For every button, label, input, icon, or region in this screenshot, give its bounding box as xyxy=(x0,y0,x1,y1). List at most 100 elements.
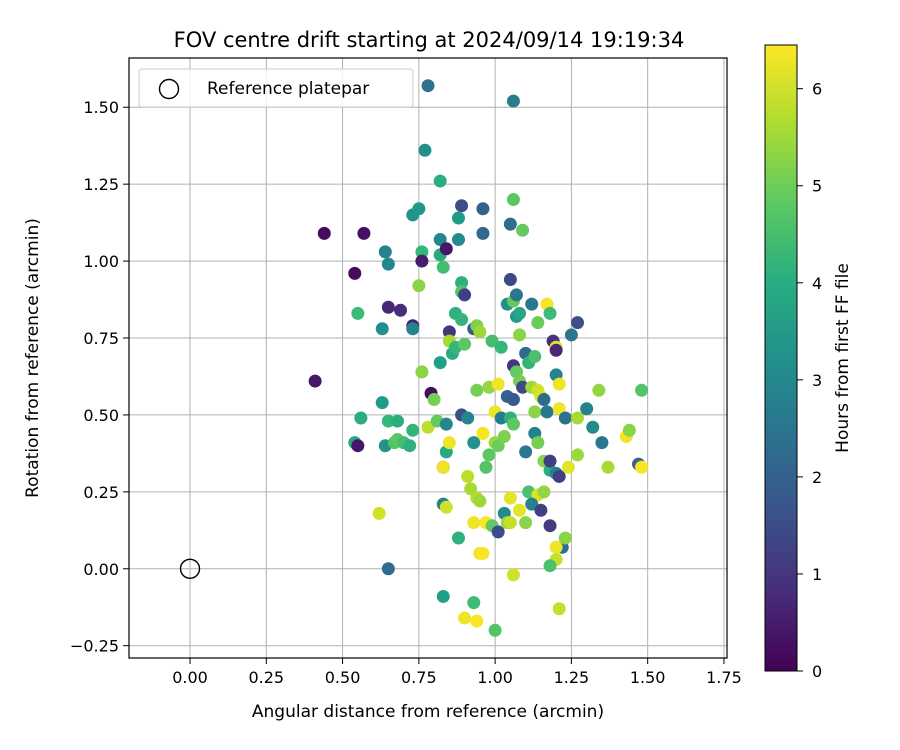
plot-frame xyxy=(128,57,728,659)
scatter-point xyxy=(543,519,557,533)
scatter-point xyxy=(455,313,469,327)
x-tick-label: 1.50 xyxy=(630,668,666,687)
x-axis-label: Angular distance from reference (arcmin) xyxy=(252,702,604,722)
scatter-point xyxy=(439,417,453,431)
scatter-point xyxy=(378,245,392,259)
scatter-point xyxy=(464,482,478,496)
scatter-point xyxy=(375,396,389,410)
scatter-point xyxy=(473,325,487,339)
scatter-point xyxy=(421,79,435,93)
scatter-point xyxy=(439,500,453,514)
scatter-point xyxy=(470,383,484,397)
scatter-point xyxy=(494,340,508,354)
scatter-point xyxy=(357,226,371,240)
scatter-point xyxy=(439,242,453,256)
scatter-point xyxy=(558,531,572,545)
scatter-point xyxy=(351,306,365,320)
scatter-point xyxy=(506,193,520,207)
scatter-point xyxy=(513,503,527,517)
scatter-point xyxy=(461,469,475,483)
scatter-point xyxy=(516,223,530,237)
scatter-point xyxy=(488,623,502,637)
legend-box xyxy=(138,68,414,108)
scatter-point xyxy=(415,254,429,268)
scatter-point xyxy=(455,276,469,290)
scatter-point xyxy=(479,460,493,474)
y-tick-label: 1.50 xyxy=(83,98,119,117)
scatter-point xyxy=(461,411,475,425)
scatter-point xyxy=(540,405,554,419)
colorbar: 0 1 2 3 4 5 6 Hours from first FF file xyxy=(764,44,853,681)
scatter-point xyxy=(458,611,472,625)
scatter-point xyxy=(494,411,508,425)
x-tick-label: 1.75 xyxy=(706,668,742,687)
scatter-point xyxy=(491,525,505,539)
scatter-point xyxy=(509,288,523,302)
scatter-point xyxy=(549,540,563,554)
colorbar-tick-label: 4 xyxy=(812,274,822,293)
scatter-point xyxy=(543,454,557,468)
scatter-point xyxy=(601,460,615,474)
scatter-point xyxy=(442,436,456,450)
y-tick-label: 0.25 xyxy=(83,483,119,502)
scatter-point xyxy=(406,322,420,336)
legend: Reference platepar xyxy=(138,68,414,108)
scatter-point xyxy=(412,202,426,216)
scatter-point xyxy=(519,445,533,459)
scatter-point xyxy=(519,516,533,530)
scatter-point xyxy=(506,568,520,582)
scatter-point xyxy=(436,589,450,603)
scatter-point xyxy=(421,420,435,434)
scatter-point xyxy=(506,417,520,431)
colorbar-tick-label: 5 xyxy=(812,177,822,196)
scatter-point xyxy=(531,316,545,330)
colorbar-gradient xyxy=(764,44,798,672)
x-tick-label: 1.00 xyxy=(477,668,513,687)
scatter-point xyxy=(543,559,557,573)
reference-platepar-point xyxy=(179,558,201,579)
scatter-point xyxy=(552,602,566,616)
scatter-point xyxy=(525,297,539,311)
scatter-point xyxy=(503,273,517,287)
scatter-point xyxy=(586,420,600,434)
scatter-point xyxy=(497,429,511,443)
scatter-point xyxy=(442,325,456,339)
scatter-point xyxy=(381,414,395,428)
scatter-point xyxy=(436,260,450,274)
scatter-point xyxy=(354,411,368,425)
colorbar-tick-label: 1 xyxy=(812,565,822,584)
scatter-point xyxy=(412,279,426,293)
scatter-point xyxy=(452,233,466,247)
y-tick-label: −0.25 xyxy=(70,637,119,656)
scatter-point xyxy=(394,303,408,317)
scatter-point xyxy=(513,328,527,342)
scatter-point xyxy=(571,411,584,425)
x-tick-label: 0.75 xyxy=(401,668,437,687)
scatter-point xyxy=(516,380,530,394)
y-tick-label: 1.00 xyxy=(83,252,119,271)
scatter-point xyxy=(491,377,505,391)
scatter-point xyxy=(580,402,594,416)
scatter-point xyxy=(433,174,447,188)
scatter-point xyxy=(595,436,609,450)
scatter-point xyxy=(503,516,517,530)
legend-label: Reference platepar xyxy=(207,79,369,99)
scatter-point xyxy=(458,337,472,351)
scatter-point xyxy=(458,288,472,302)
scatter-point xyxy=(635,460,649,474)
axis-ticks: 0.00 0.25 0.50 0.75 1.00 1.25 1.50 1.75 −0.25 0.0… xyxy=(70,98,742,687)
scatter-point xyxy=(531,436,545,450)
x-tick-label: 0.50 xyxy=(325,668,361,687)
scatter-point xyxy=(506,393,520,407)
scatter-point xyxy=(549,343,563,357)
scatter-point xyxy=(513,306,527,320)
scatter-point xyxy=(592,383,606,397)
scatter-point xyxy=(418,143,432,157)
scatter-point xyxy=(390,414,404,428)
y-axis-label: Rotation from reference (arcmin) xyxy=(23,218,43,498)
scatter-points xyxy=(308,79,649,637)
scatter-point xyxy=(537,485,551,499)
scatter-point xyxy=(571,316,584,330)
scatter-point xyxy=(571,448,584,462)
